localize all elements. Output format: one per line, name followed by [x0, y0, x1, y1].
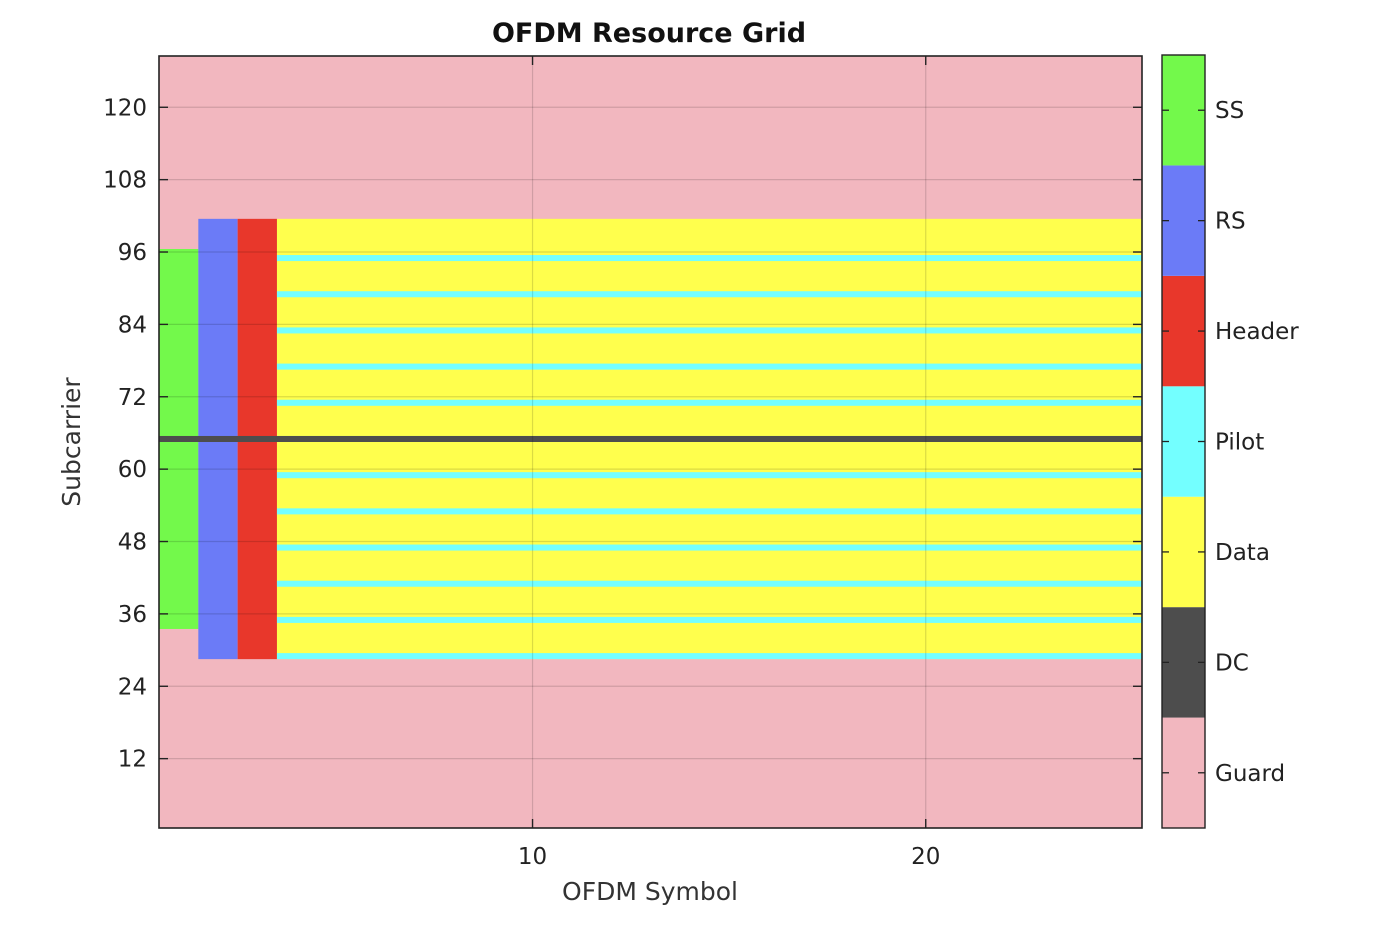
colorbar-label: Pilot — [1215, 430, 1264, 456]
y-tick-label: 96 — [118, 240, 147, 266]
colorbar-label: DC — [1215, 650, 1249, 676]
pilot-row — [276, 399, 1143, 406]
colorbar-label: Guard — [1215, 761, 1285, 787]
y-tick-label: 72 — [118, 385, 147, 411]
y-tick-label: 120 — [103, 95, 147, 121]
colorbar-label: Header — [1215, 319, 1299, 345]
x-axis-label: OFDM Symbol — [562, 877, 738, 906]
y-tick-label: 12 — [118, 747, 147, 773]
y-axis-ticks: 12 24 36 48 60 72 84 96 108 120 — [103, 95, 1142, 773]
pilot-row — [276, 616, 1143, 623]
pilot-row — [276, 327, 1143, 334]
pilot-row — [276, 291, 1143, 298]
pilot-row — [276, 363, 1143, 370]
y-tick-label: 36 — [118, 602, 147, 628]
y-tick-label: 48 — [118, 530, 147, 556]
dc-row — [159, 435, 1142, 442]
y-tick-label: 60 — [118, 457, 147, 483]
y-axis-label: Subcarrier — [57, 377, 86, 507]
colorbar-swatch-pilot — [1162, 386, 1205, 497]
colorbar-swatch-dc — [1162, 607, 1205, 718]
resource-grid-cells — [159, 56, 1143, 828]
pilot-row — [276, 580, 1143, 587]
plot-frame — [158, 55, 1143, 829]
chart-title: OFDM Resource Grid — [492, 18, 806, 49]
colorbar-swatch-ss — [1162, 55, 1205, 166]
y-tick-label: 108 — [103, 168, 147, 194]
pilot-row — [276, 255, 1143, 262]
colorbar-swatch-guard — [1162, 717, 1205, 828]
colorbar-swatch-data — [1162, 496, 1205, 608]
colorbar-label: RS — [1215, 209, 1246, 235]
pilot-row — [276, 653, 1143, 660]
colorbar-swatch-rs — [1162, 165, 1205, 276]
x-tick-label: 20 — [911, 844, 940, 870]
x-axis-ticks: 10 20 — [518, 56, 940, 870]
colorbar-swatch-header — [1162, 275, 1205, 387]
colorbar-frame — [1161, 54, 1206, 829]
grid-lines — [159, 56, 1142, 828]
pilot-row — [276, 508, 1143, 515]
colorbar-label: SS — [1215, 98, 1244, 124]
colorbar-legend: Guard DC Data Pilot Header RS SS — [1161, 54, 1299, 829]
colorbar-label: Data — [1215, 540, 1270, 566]
y-tick-label: 24 — [118, 674, 147, 700]
y-tick-label: 84 — [118, 312, 147, 338]
pilot-row — [276, 544, 1143, 551]
pilot-row — [276, 472, 1143, 479]
x-tick-label: 10 — [518, 844, 547, 870]
